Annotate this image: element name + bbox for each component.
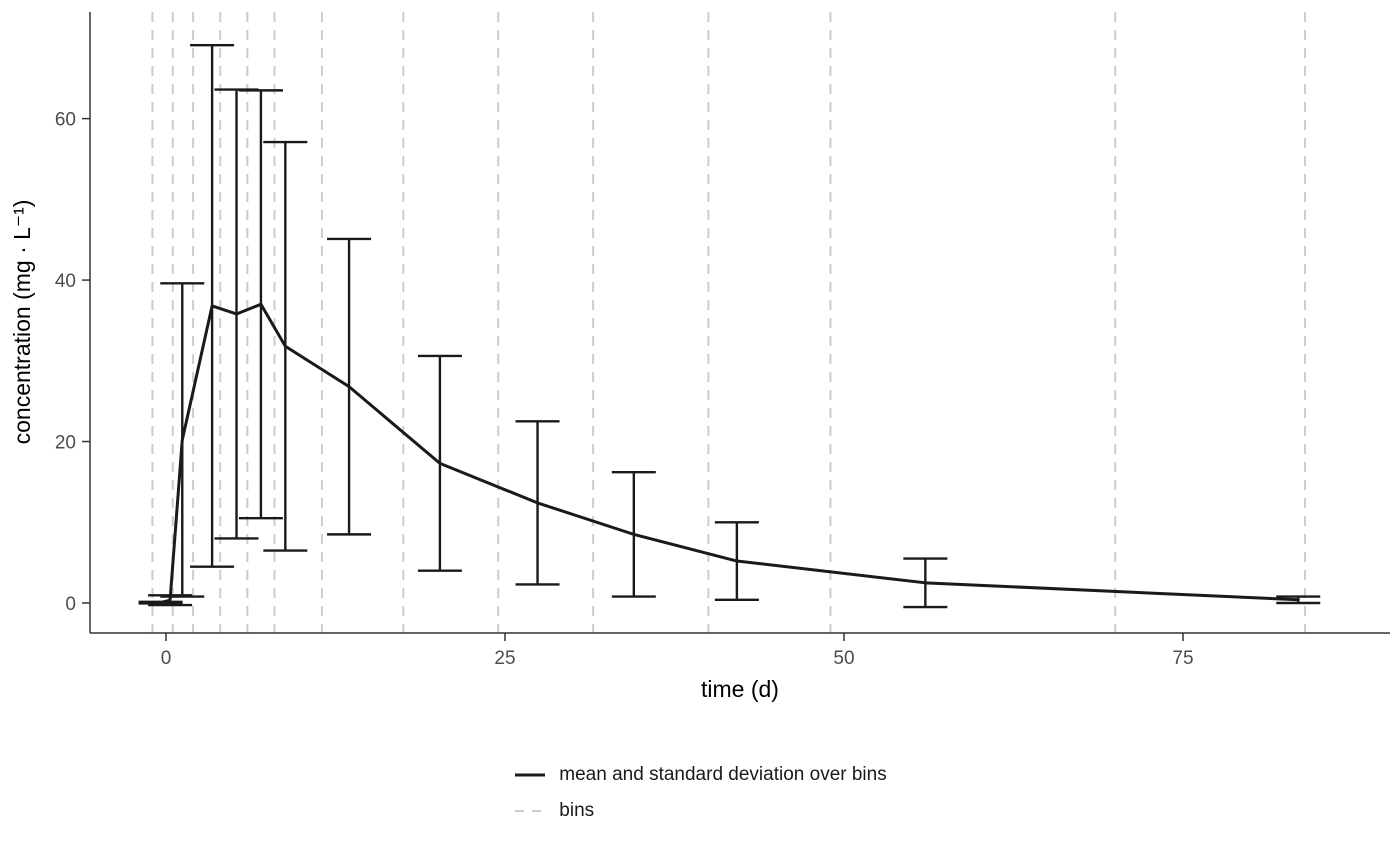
dashed-line-key-icon	[515, 809, 546, 812]
x-tick-label: 50	[833, 648, 854, 669]
mean-line	[159, 302, 1300, 605]
x-tick-label: 0	[161, 648, 172, 669]
x-axis-title: time (d)	[701, 676, 779, 702]
y-axis-title: concentration (mg · L⁻¹)	[9, 200, 35, 445]
legend-item-mean-sd: mean and standard deviation over bins	[513, 764, 887, 785]
y-tick-label: 20	[55, 433, 76, 454]
legend-label-mean-sd: mean and standard deviation over bins	[559, 764, 887, 785]
x-tick-label: 75	[1172, 648, 1193, 669]
y-tick-label: 40	[55, 271, 76, 292]
y-tick-label: 60	[55, 110, 76, 131]
y-tick-label: 0	[65, 594, 76, 615]
solid-line-key-icon	[515, 773, 546, 776]
legend-label-bins: bins	[559, 800, 595, 821]
chart-legend: mean and standard deviation over bins bi…	[513, 764, 887, 820]
concentration-time-plot: 0 25 50 75 0 20 40 60 time (d) concentration (m…	[9, 12, 1390, 702]
x-tick-label: 25	[494, 648, 515, 669]
plot-layers: 0 25 50 75 0 20 40 60	[55, 12, 1390, 669]
legend-item-bins: bins	[513, 801, 886, 820]
